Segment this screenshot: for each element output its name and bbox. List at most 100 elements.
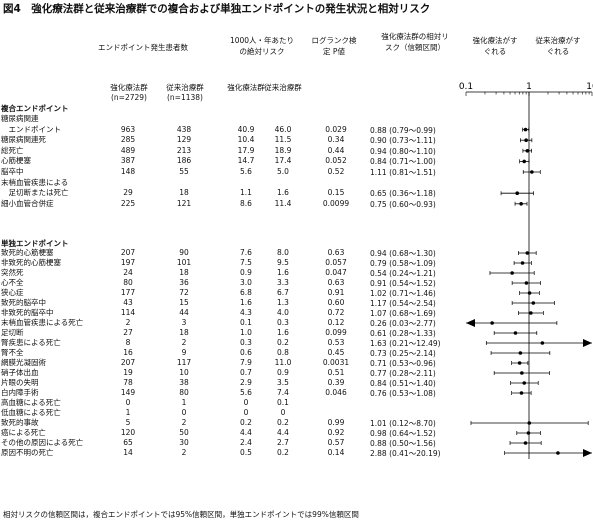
p-value: 0.63 bbox=[327, 248, 345, 257]
count-intensive: 1 bbox=[125, 408, 131, 417]
count-intensive: 148 bbox=[120, 167, 136, 176]
endpoint-label: 腎不全 bbox=[1, 348, 24, 357]
subheader-conventional: 従来治療群 (n=1138) bbox=[166, 83, 204, 102]
p-value: 0.57 bbox=[327, 438, 345, 447]
rate-conventional: 1.6 bbox=[277, 328, 289, 337]
endpoint-label: 網膜光凝固術 bbox=[1, 358, 46, 367]
p-value: 0.63 bbox=[327, 278, 345, 287]
count-conventional: 44 bbox=[179, 308, 189, 317]
rate-intensive: 2.9 bbox=[240, 378, 252, 387]
rate-conventional: 0 bbox=[280, 408, 286, 417]
count-conventional: 18 bbox=[179, 188, 189, 198]
rate-conventional: 5.0 bbox=[277, 167, 289, 176]
endpoint-label: 高血糖による死亡 bbox=[1, 398, 61, 407]
endpoint-label: 糖尿病関連死 bbox=[1, 135, 46, 145]
p-value: 0.52 bbox=[327, 167, 345, 176]
rate-conventional: 3.5 bbox=[277, 378, 289, 387]
point-estimate bbox=[525, 149, 530, 153]
p-value: 0.0099 bbox=[322, 198, 350, 208]
relative-risk-text: 0.79 (0.58～1.09) bbox=[370, 259, 436, 268]
point-estimate bbox=[517, 361, 522, 365]
endpoint-label: 致死的心筋梗塞 bbox=[1, 248, 54, 257]
endpoint-label: 腎疾患による死亡 bbox=[1, 338, 61, 347]
count-intensive: 0 bbox=[125, 398, 131, 407]
point-estimate bbox=[556, 451, 560, 455]
x-tick-label: 10 bbox=[586, 82, 593, 92]
point-estimate bbox=[523, 127, 528, 132]
rate-conventional: 0.8 bbox=[277, 348, 289, 357]
rate-conventional: 7.4 bbox=[277, 388, 289, 397]
rate-intensive: 40.9 bbox=[237, 124, 255, 134]
relative-risk-text: 1.63 (0.21～12.49) bbox=[370, 339, 441, 348]
count-intensive: 207 bbox=[120, 358, 136, 367]
count-conventional: 30 bbox=[179, 438, 189, 447]
p-value: 0.029 bbox=[325, 124, 347, 134]
point-estimate bbox=[540, 341, 545, 345]
rate-intensive: 14.7 bbox=[237, 156, 255, 166]
rate-intensive: 7.9 bbox=[240, 358, 252, 367]
count-intensive: 2 bbox=[125, 318, 131, 327]
count-intensive: 489 bbox=[120, 145, 136, 155]
count-conventional: 2 bbox=[181, 448, 187, 457]
rate-intensive: 2.4 bbox=[240, 438, 252, 447]
count-conventional: 9 bbox=[181, 348, 187, 357]
count-conventional: 117 bbox=[176, 358, 192, 367]
rate-intensive: 1.6 bbox=[240, 298, 252, 307]
point-estimate bbox=[518, 351, 523, 355]
count-intensive: 5 bbox=[125, 418, 131, 427]
rate-intensive: 10.4 bbox=[237, 135, 255, 145]
count-intensive: 120 bbox=[120, 428, 136, 437]
count-conventional: 101 bbox=[176, 258, 192, 267]
count-conventional: 1 bbox=[181, 398, 187, 407]
section-composite: 複合エンドポイント bbox=[1, 104, 69, 113]
rate-intensive: 0 bbox=[243, 408, 249, 417]
rate-intensive: 5.6 bbox=[240, 167, 252, 176]
relative-risk-text: 0.90 (0.73～1.11) bbox=[370, 136, 436, 146]
count-intensive: 27 bbox=[123, 328, 133, 337]
p-value: 0.44 bbox=[327, 145, 345, 155]
count-intensive: 24 bbox=[123, 268, 133, 277]
count-intensive: 8 bbox=[125, 338, 131, 347]
endpoint-label: 末梢血管疾患による死亡 bbox=[1, 318, 84, 327]
rate-intensive: 4.3 bbox=[240, 308, 252, 317]
p-value: 0.72 bbox=[327, 308, 345, 317]
header-rate: 1000人・年あたりの絶対リスク bbox=[229, 36, 295, 56]
endpoint-label: 足切断 bbox=[1, 328, 24, 337]
count-conventional: 90 bbox=[179, 248, 189, 257]
relative-risk-text: 0.75 (0.60～0.93) bbox=[370, 199, 436, 209]
rate-intensive: 7.5 bbox=[240, 258, 252, 267]
rate-conventional: 1.6 bbox=[277, 268, 289, 277]
count-conventional: 55 bbox=[179, 167, 189, 176]
count-conventional: 2 bbox=[181, 338, 187, 347]
rate-conventional: 2.7 bbox=[277, 438, 289, 447]
count-intensive: 225 bbox=[120, 198, 136, 208]
rate-intensive: 7.6 bbox=[240, 248, 252, 257]
point-estimate bbox=[525, 251, 530, 255]
x-tick-label: 1 bbox=[526, 82, 532, 92]
p-value: 0.92 bbox=[327, 428, 345, 437]
count-conventional: 10 bbox=[179, 368, 189, 377]
endpoint-label: 白内障手術 bbox=[1, 388, 39, 397]
relative-risk-text: 0.61 (0.28～1.33) bbox=[370, 329, 436, 338]
endpoint-label: 原因不明の死亡 bbox=[1, 448, 54, 457]
x-tick-label: 0.1 bbox=[459, 82, 473, 92]
rate-conventional: 0.2 bbox=[277, 418, 289, 427]
count-conventional: 121 bbox=[176, 198, 192, 208]
count-intensive: 16 bbox=[123, 348, 133, 357]
endpoint-label: 総死亡 bbox=[1, 145, 24, 155]
count-intensive: 963 bbox=[120, 124, 136, 134]
figure-title: 図4 強化療法群と従来治療群での複合および単独エンドポイントの発生状況と相対リス… bbox=[3, 3, 431, 15]
endpoint-label: 細小血管合併症 bbox=[1, 198, 54, 208]
point-estimate bbox=[490, 321, 494, 325]
count-conventional: 18 bbox=[179, 268, 189, 277]
count-conventional: 438 bbox=[176, 124, 192, 134]
point-estimate bbox=[524, 281, 529, 285]
point-estimate bbox=[519, 202, 523, 206]
p-value: 0.057 bbox=[325, 258, 347, 267]
count-conventional: 50 bbox=[179, 428, 189, 437]
p-value: 0.052 bbox=[325, 156, 347, 166]
rate-intensive: 3.0 bbox=[240, 278, 252, 287]
relative-risk-text: 0.91 (0.54～1.52) bbox=[370, 279, 436, 288]
relative-risk-text: 2.88 (0.41～20.19) bbox=[370, 449, 441, 458]
